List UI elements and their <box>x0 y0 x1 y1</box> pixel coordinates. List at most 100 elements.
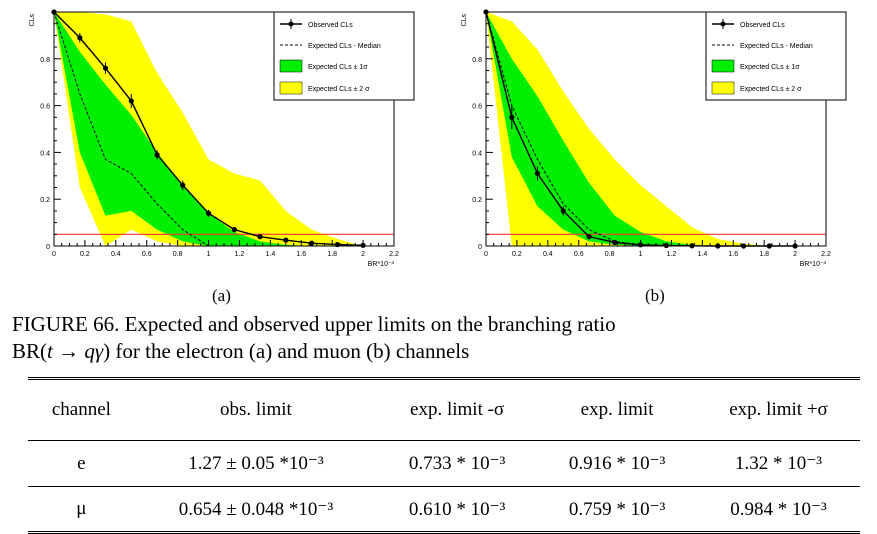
legend-entry-label: Expected CLs ± 1σ <box>740 64 800 71</box>
cell-exp-limit-plus: 0.984 * 10⁻³ <box>730 498 827 520</box>
legend-entry-label: Expected CLs ± 1σ <box>308 64 368 71</box>
panel-b-sublabel: (b) <box>645 286 665 305</box>
y-tick-label: 0.6 <box>40 104 50 111</box>
x-tick-label: 1 <box>639 251 643 258</box>
observed-point <box>205 210 212 216</box>
x-tick-label: 0.8 <box>605 251 615 258</box>
table-header-row: channel obs. limit exp. limit -σ exp. li… <box>28 379 860 441</box>
x-tick-label: 1.6 <box>296 251 306 258</box>
observed-point <box>509 114 515 120</box>
y-tick-label: 0.2 <box>472 197 482 204</box>
figure-panel-a: 0 0.2 0.4 0.6 0.8 1 1.2 1.4 1.6 1.8 2 2.2 0 0.2 0.4 0.6… <box>8 0 428 290</box>
caption-expression: t → qγ <box>47 339 104 363</box>
legend-entry-label: Expected CLs - Median <box>740 43 813 50</box>
table-row: μ 0.654 ± 0.048 *10⁻³ 0.610 * 10⁻³ 0.759… <box>28 487 860 533</box>
legend-band2-swatch <box>711 81 735 95</box>
x-tick-label: 0 <box>52 251 56 258</box>
legend-entry-label: Expected CLs ± 2 σ <box>740 86 802 93</box>
x-tick-label: 2 <box>361 251 365 258</box>
cell-obs-limit: 1.27 ± 0.05 *10⁻³ <box>188 453 324 474</box>
header-exp-limit: exp. limit <box>580 399 654 420</box>
y-tick-label: 0 <box>478 244 482 251</box>
observed-point <box>309 240 315 246</box>
x-tick-label: 1.6 <box>728 251 738 258</box>
caption-line-2: BR(t → qγ) for the electron (a) and muon… <box>12 338 872 365</box>
observed-point <box>102 65 109 71</box>
header-channel: channel <box>51 399 111 420</box>
legend-band2-swatch <box>279 81 303 95</box>
x-axis-label: BR*10⁻³ <box>800 261 827 268</box>
caption-line-1: FIGURE 66. Expected and observed upper l… <box>12 312 616 336</box>
legend-entry-label: Observed CLs <box>740 22 785 29</box>
x-tick-label: 2.2 <box>389 251 399 258</box>
y-tick-label: 0.4 <box>472 150 482 157</box>
figure-panel-b: 0 0.2 0.4 0.6 0.8 1 1.2 1.4 1.6 1.8 2 2.2 0 0.2 0.4 0.6… <box>440 0 860 290</box>
caption-suffix: ) for the electron (a) and muon (b) chan… <box>103 339 470 363</box>
caption-prefix: BR( <box>12 339 48 363</box>
y-axis-label: CLs <box>29 14 36 27</box>
observed-point <box>612 239 618 246</box>
legend-band1-swatch <box>279 59 303 73</box>
y-tick-label: 0.8 <box>40 57 50 64</box>
table-top-rule <box>28 377 860 378</box>
x-tick-label: 1 <box>207 251 211 258</box>
observed-point <box>534 170 541 177</box>
band-1sigma <box>54 12 364 246</box>
x-axis-label: BR*10⁻³ <box>368 261 395 268</box>
header-exp-limit-plus: exp. limit +σ <box>729 399 828 420</box>
y-axis-label: CLs <box>461 14 468 27</box>
cls-plot-b: 0 0.2 0.4 0.6 0.8 1 1.2 1.4 1.6 1.8 2 2.2 0 0.2 0.4 0.6… <box>461 9 847 268</box>
cell-exp-limit-plus: 1.32 * 10⁻³ <box>735 453 823 474</box>
y-tick-label: 0.6 <box>472 104 482 111</box>
x-tick-label: 0.6 <box>142 251 152 258</box>
legend-observed-marker <box>720 21 726 27</box>
observed-point <box>231 227 237 233</box>
observed-point <box>257 234 263 240</box>
x-tick-label: 0.2 <box>512 251 522 258</box>
cls-plot-a: 0 0.2 0.4 0.6 0.8 1 1.2 1.4 1.6 1.8 2 2.2 0 0.2 0.4 0.6… <box>29 9 415 268</box>
x-tick-label: 0.2 <box>80 251 90 258</box>
cell-channel: e <box>77 452 86 474</box>
cell-exp-limit-minus: 0.610 * 10⁻³ <box>408 498 506 520</box>
figure-caption: FIGURE 66. Expected and observed upper l… <box>12 311 872 365</box>
observed-point <box>180 182 186 188</box>
table-row: e 1.27 ± 0.05 *10⁻³ 0.733 * 10⁻³ 0.916 *… <box>28 441 860 487</box>
observed-point <box>283 237 289 243</box>
observed-point <box>586 234 592 240</box>
observed-point <box>128 98 134 104</box>
y-tick-label: 0.2 <box>40 197 50 204</box>
y-tick-label: 0.4 <box>40 150 50 157</box>
x-tick-label: 1.8 <box>759 251 769 258</box>
panel-a-sublabel: (a) <box>212 286 231 305</box>
x-tick-label: 0.8 <box>173 251 183 258</box>
x-tick-label: 0 <box>484 251 488 258</box>
x-tick-label: 1.2 <box>667 251 677 258</box>
cell-obs-limit: 0.654 ± 0.048 *10⁻³ <box>178 498 334 520</box>
legend-entry-label: Expected CLs ± 2 σ <box>308 86 370 93</box>
y-tick-label: 0.8 <box>472 57 482 64</box>
cell-channel: μ <box>76 498 87 519</box>
legend-entry-label: Expected CLs - Median <box>308 43 381 50</box>
cell-exp-limit-minus: 0.733 * 10⁻³ <box>408 453 506 474</box>
header-obs-limit: obs. limit <box>220 399 292 420</box>
x-tick-label: 0.4 <box>111 251 121 258</box>
observed-point <box>77 35 83 41</box>
x-tick-label: 1.4 <box>697 251 707 258</box>
limits-table: channel obs. limit exp. limit -σ exp. li… <box>28 377 860 534</box>
legend-entry-label: Observed CLs <box>308 22 353 29</box>
x-tick-label: 0.4 <box>543 251 553 258</box>
x-tick-label: 0.6 <box>574 251 584 258</box>
cell-exp-limit: 0.759 * 10⁻³ <box>568 498 666 520</box>
y-tick-label: 0 <box>46 244 50 251</box>
observed-point <box>154 152 160 158</box>
x-tick-label: 2 <box>793 251 797 258</box>
x-tick-label: 2.2 <box>821 251 831 258</box>
legend-band1-swatch <box>711 59 735 73</box>
cell-exp-limit: 0.916 * 10⁻³ <box>568 453 666 474</box>
observed-point <box>560 208 566 214</box>
x-tick-label: 1.4 <box>265 251 275 258</box>
header-exp-limit-minus: exp. limit -σ <box>410 399 505 420</box>
x-tick-label: 1.2 <box>235 251 245 258</box>
band-1sigma <box>486 12 796 246</box>
legend-observed-marker <box>288 21 294 27</box>
